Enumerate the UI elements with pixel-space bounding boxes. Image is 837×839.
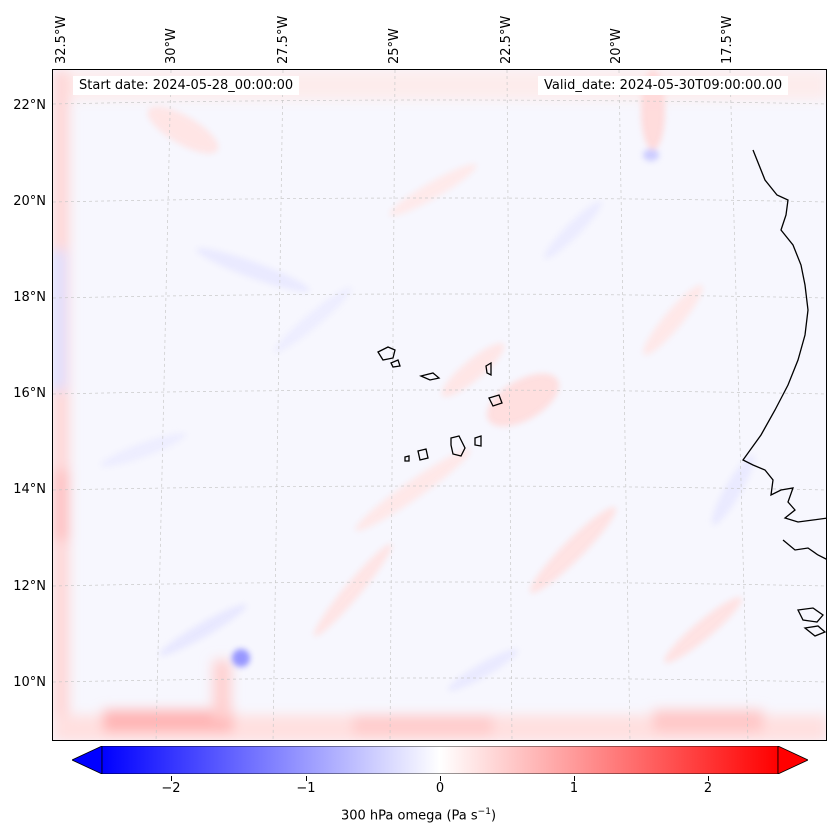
omega-patches [100,70,755,691]
colorbar-ticklabel-0: 0 [435,781,445,796]
lon-label-25w: 25°W [387,28,402,64]
island-sal [485,361,492,377]
africa-coast [742,149,826,637]
colorbar-ticklabel-minus1: −1 [296,781,316,796]
lat-label-12n: 12°N [13,579,46,594]
lat-label-22n: 22°N [13,98,46,113]
lat-label-16n: 16°N [13,386,46,401]
lat-label-20n: 20°N [13,194,46,209]
island-maio [474,435,482,447]
colorbar-ticklabel-minus2: −2 [161,781,181,796]
lat-label-10n: 10°N [13,675,46,690]
colorbar-ticklabel-1: 1 [569,781,579,796]
colorbar-tick-0 [440,776,441,781]
start-date-label: Start date: 2024-05-28_00:00:00 [73,76,300,95]
lon-label-17.5w: 17.5°W [720,15,735,64]
colorbar-tick-minus2 [171,776,172,781]
lat-label-18n: 18°N [13,290,46,305]
coastlines [377,149,826,637]
lon-label-32.5w: 32.5°W [54,15,69,64]
colorbar-title-close: ) [490,808,497,824]
colorbar-title-exponent: −1 [477,807,491,817]
lon-label-20w: 20°W [609,28,624,64]
island-sao-nicolau [419,372,441,381]
island-santiago [450,435,466,457]
island-brava [404,455,410,462]
colorbar-title: 300 hPa omega (Pa s−1) [0,807,837,823]
island-boa-vista [488,394,503,407]
lon-label-30w: 30°W [164,28,179,64]
colorbar-extend-min [72,746,103,774]
island-fogo [417,448,429,461]
lat-label-14n: 14°N [13,482,46,497]
omega-field-map [53,70,826,740]
colorbar-tick-minus1 [306,776,307,781]
lon-label-27.5w: 27.5°W [276,15,291,64]
colorbar-tick-2 [708,776,709,781]
graticule [53,70,826,740]
island-santo-antao [377,346,396,361]
field-background [53,70,826,740]
colorbar-extend-max [777,746,808,774]
colorbar-ticklabel-2: 2 [703,781,713,796]
colorbar [72,746,808,774]
map-panel [52,69,827,741]
boundary-bands [53,70,826,740]
colorbar-tick-1 [574,776,575,781]
valid-date-label: Valid_date: 2024-05-30T09:00:00.00 [538,76,789,95]
lon-label-22.5w: 22.5°W [499,15,514,64]
colorbar-title-main: 300 hPa omega (Pa s [340,808,478,824]
colorbar-gradient [101,746,779,774]
island-sao-vicente [390,359,401,368]
